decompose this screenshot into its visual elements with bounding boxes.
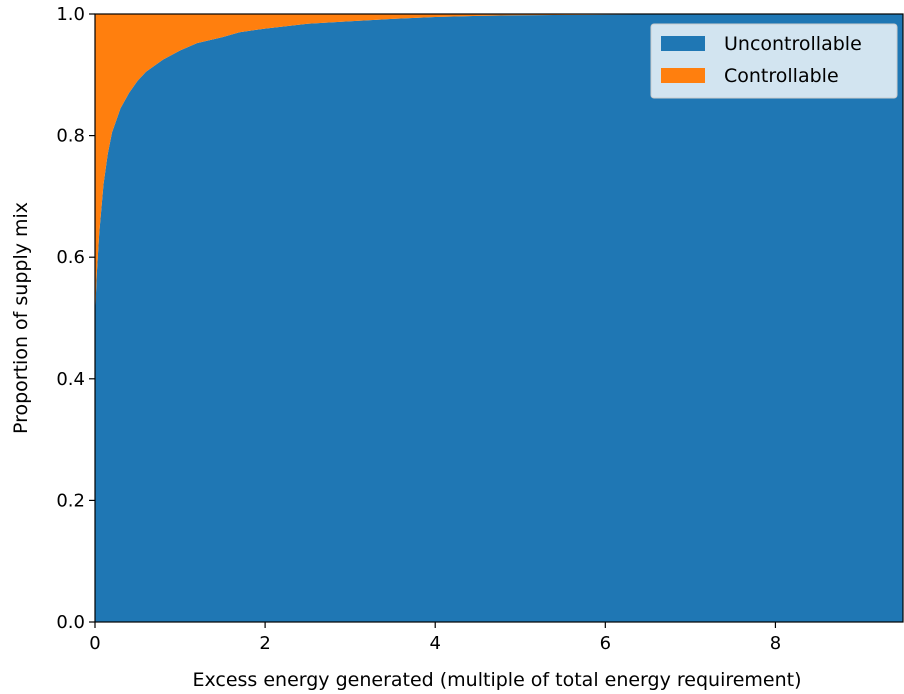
x-tick-label: 6: [600, 633, 611, 654]
legend-label-uncontrollable: Uncontrollable: [724, 33, 862, 55]
y-tick-label: 1.0: [56, 4, 85, 25]
x-tick-label: 2: [259, 633, 270, 654]
x-tick-label: 0: [89, 633, 100, 654]
y-axis-label: Proportion of supply mix: [10, 202, 32, 434]
y-tick-label: 0.8: [56, 126, 85, 147]
plot-frame: [94, 13, 904, 623]
legend: Uncontrollable Controllable: [650, 23, 898, 99]
y-tick-label: 0.4: [56, 369, 85, 390]
x-tick-label: 8: [770, 633, 781, 654]
y-tick-label: 0.0: [56, 612, 85, 633]
y-axis-ticks: 0.0 0.2 0.4 0.6 0.8 1.0: [56, 4, 95, 633]
y-tick-label: 0.2: [56, 490, 85, 511]
legend-label-controllable: Controllable: [724, 65, 839, 87]
legend-swatch-controllable: [661, 68, 705, 83]
area-controllable: [95, 14, 903, 318]
area-uncontrollable: [95, 14, 903, 622]
legend-swatch-uncontrollable: [661, 36, 705, 51]
x-axis-label: Excess energy generated (multiple of tot…: [192, 669, 801, 691]
plot-areas: [95, 14, 903, 622]
legend-box: [650, 23, 898, 99]
x-axis-ticks: 0 2 4 6 8: [89, 622, 781, 654]
y-tick-label: 0.6: [56, 247, 85, 268]
x-tick-label: 4: [429, 633, 440, 654]
